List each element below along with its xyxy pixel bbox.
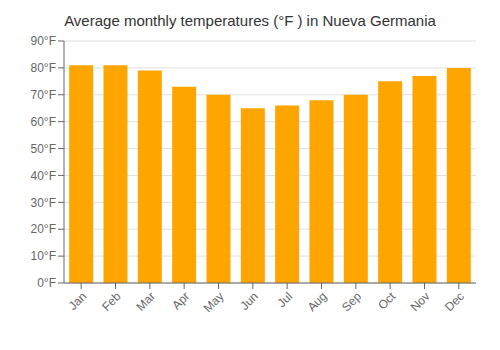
svg-text:May: May [201,289,227,315]
svg-text:60°F: 60°F [31,115,56,129]
svg-text:Oct: Oct [375,289,399,313]
svg-text:70°F: 70°F [31,88,56,102]
svg-text:Feb: Feb [99,289,124,314]
svg-text:Jun: Jun [237,289,261,313]
svg-text:Dec: Dec [442,289,467,314]
svg-text:Mar: Mar [133,289,158,314]
svg-text:50°F: 50°F [31,142,56,156]
svg-text:Apr: Apr [169,289,192,312]
svg-text:30°F: 30°F [31,196,56,210]
svg-text:Nov: Nov [408,289,433,314]
svg-text:Aug: Aug [305,289,330,314]
svg-text:10°F: 10°F [31,249,56,263]
svg-text:Jul: Jul [275,289,296,310]
svg-text:0°F: 0°F [37,276,56,290]
svg-text:80°F: 80°F [31,61,56,75]
html-text:Average monthly temperatures (: Average monthly temperatures (°F ) in Nu… [64,12,436,29]
svg-text:Sep: Sep [339,289,364,314]
svg-text:40°F: 40°F [31,169,56,183]
svg-text:20°F: 20°F [31,222,56,236]
svg-text:90°F: 90°F [31,34,56,48]
svg-text:Jan: Jan [66,289,90,313]
